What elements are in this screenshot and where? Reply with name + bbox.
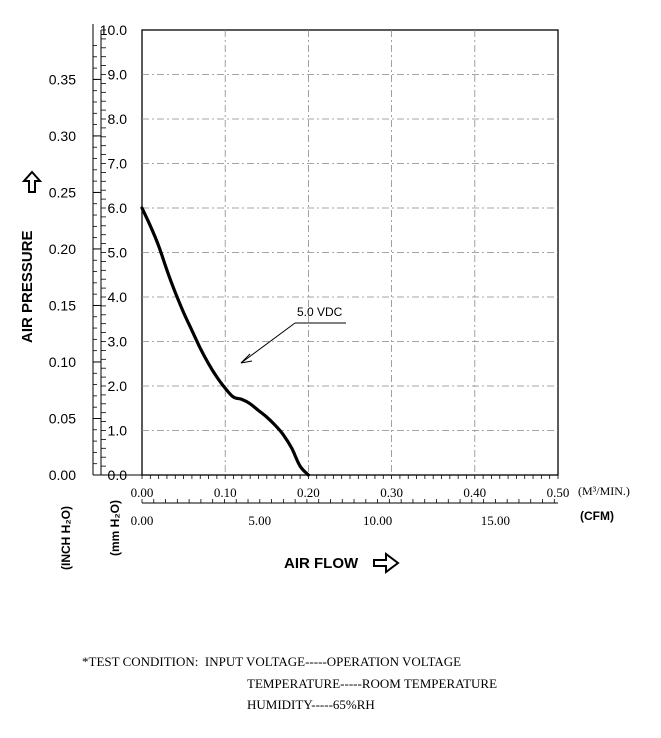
test-condition-line-1: *TEST CONDITION: INPUT VOLTAGE-----OPERA… bbox=[82, 654, 462, 669]
y-primary-tick-label: 6.0 bbox=[108, 200, 128, 216]
tick-labels: 0.00 0.10 0.20 0.30 0.40 0.50 0.0 1.0 2.0 3.0 4.0 5… bbox=[49, 22, 570, 528]
y-secondary-tick-label: 0.20 bbox=[49, 241, 76, 257]
x-secondary-tick-label: 10.00 bbox=[363, 513, 392, 528]
y-secondary-tick-label: 0.35 bbox=[49, 71, 76, 87]
y-primary-tick-label: 0.0 bbox=[108, 467, 128, 483]
right-arrow-icon bbox=[373, 552, 400, 574]
y-primary-tick-label: 10.0 bbox=[100, 22, 127, 38]
x-primary-tick-label: 0.30 bbox=[380, 485, 403, 500]
series-layer bbox=[140, 206, 310, 477]
y-primary-tick-label: 3.0 bbox=[108, 334, 128, 350]
test-condition-line-2: TEMPERATURE-----ROOM TEMPERATURE bbox=[247, 676, 498, 691]
series-annotation-label: 5.0 VDC bbox=[297, 305, 343, 319]
axis-scales bbox=[92, 24, 559, 504]
x-primary-unit-label: (M³/MIN.) bbox=[578, 484, 630, 498]
series-annotation-arrowhead bbox=[240, 353, 253, 364]
y-secondary-tick-label: 0.15 bbox=[49, 297, 76, 313]
x-secondary-tick-label: 5.00 bbox=[248, 513, 271, 528]
y-secondary-tick-label: 0.00 bbox=[49, 467, 76, 483]
x-primary-tick-label: 0.00 bbox=[131, 485, 154, 500]
y-primary-tick-label: 1.0 bbox=[108, 423, 128, 439]
test-condition-line-3: HUMIDITY-----65%RH bbox=[247, 697, 375, 712]
series-line-0 bbox=[140, 206, 310, 477]
grid-lines bbox=[142, 30, 558, 475]
x-axis-title: AIR FLOW bbox=[284, 555, 359, 572]
y-secondary-unit-label: (INCH H₂O) bbox=[59, 506, 73, 570]
x-secondary-tick-label: 15.00 bbox=[481, 513, 510, 528]
y-primary-tick-label: 5.0 bbox=[108, 245, 128, 261]
x-secondary-unit-label: (CFM) bbox=[580, 509, 614, 523]
y-secondary-tick-label: 0.30 bbox=[49, 128, 76, 144]
y-axis-title: AIR PRESSURE bbox=[19, 230, 36, 343]
series-annotation-arrow-line bbox=[240, 322, 296, 364]
x-primary-tick-label: 0.20 bbox=[297, 485, 320, 500]
x-primary-tick-label: 0.10 bbox=[214, 485, 237, 500]
y-secondary-tick-label: 0.05 bbox=[49, 410, 76, 426]
y-secondary-tick-label: 0.25 bbox=[49, 184, 76, 200]
y-primary-tick-label: 9.0 bbox=[108, 67, 128, 83]
y-primary-tick-label: 8.0 bbox=[108, 111, 128, 127]
y-secondary-tick-label: 0.10 bbox=[49, 354, 76, 370]
x-primary-tick-label: 0.40 bbox=[463, 485, 486, 500]
y-primary-tick-label: 2.0 bbox=[108, 378, 128, 394]
y-primary-tick-label: 4.0 bbox=[108, 289, 128, 305]
y-primary-tick-label: 7.0 bbox=[108, 156, 128, 172]
y-primary-unit-label: (mm H₂O) bbox=[108, 500, 122, 556]
up-arrow-icon bbox=[21, 170, 43, 193]
x-secondary-tick-label: 0.00 bbox=[131, 513, 154, 528]
x-primary-tick-label: 0.50 bbox=[547, 485, 570, 500]
